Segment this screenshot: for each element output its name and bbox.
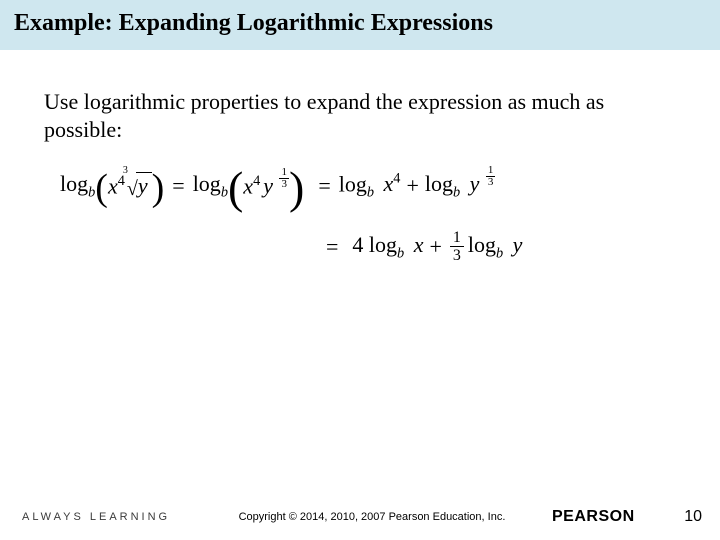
slide-title: Example: Expanding Logarithmic Expressio… (14, 10, 706, 37)
x4-term: x4 (108, 173, 125, 199)
page-number: 10 (662, 508, 702, 526)
equation-row-2: = 4 logb x + 1 3 logb y (60, 230, 720, 264)
x4-term-2: x4 (243, 173, 260, 199)
equals-2: = (318, 173, 330, 199)
equals-3: = (326, 234, 338, 260)
log-mid: logb (193, 171, 228, 201)
title-bar: Example: Expanding Logarithmic Expressio… (0, 0, 720, 50)
log-lhs: logb (60, 171, 95, 201)
plus-2: + (429, 234, 441, 260)
footer: ALWAYS LEARNING Copyright © 2014, 2010, … (0, 494, 720, 540)
y13-term: y 1 3 (263, 173, 289, 200)
pearson-logo: PEARSON (532, 503, 662, 532)
exp-one-third-2: 1 3 (486, 165, 496, 188)
always-learning-tagline: ALWAYS LEARNING (22, 511, 212, 523)
logy: logb y (468, 232, 523, 262)
log-x4: logb x4 (339, 171, 401, 202)
plus-1: + (406, 173, 418, 199)
one-third-coef: 1 3 (450, 230, 464, 264)
copyright-text: Copyright © 2014, 2010, 2007 Pearson Edu… (212, 511, 532, 523)
log-y13: logb y 1 3 (425, 171, 496, 201)
cuberoot-y: 3 √y (125, 173, 152, 199)
four-logx: 4 logb x (352, 232, 423, 262)
math-area: logb ( x4 3 √y ) = logb ( x4 y 1 3 ) = l (0, 143, 720, 264)
equation-row-1: logb ( x4 3 √y ) = logb ( x4 y 1 3 ) = l (60, 171, 720, 202)
exp-one-third: 1 3 (279, 167, 289, 190)
equals-1: = (172, 173, 184, 199)
instruction-text: Use logarithmic properties to expand the… (0, 50, 720, 143)
svg-text:PEARSON: PEARSON (552, 508, 635, 525)
